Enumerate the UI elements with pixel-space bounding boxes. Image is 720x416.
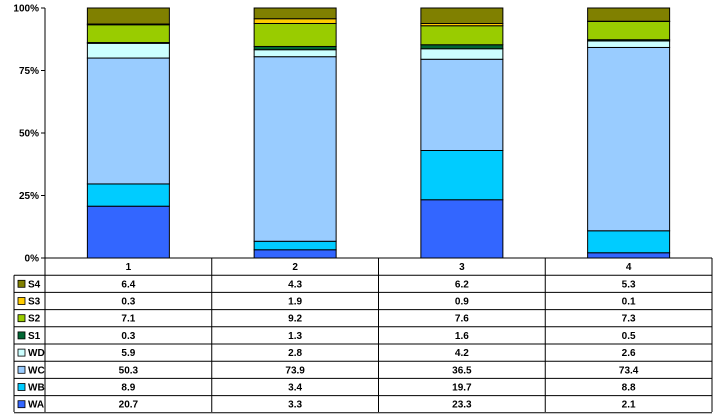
data-table-value: 0.3 <box>121 331 135 342</box>
data-table-value: 2.8 <box>288 348 302 359</box>
bar-segment-wc-4 <box>587 46 671 232</box>
bar-segment-s4-3 <box>420 7 504 24</box>
bar-segment-wa-3 <box>420 199 504 259</box>
bar-segment-s4-2 <box>253 7 337 20</box>
bar-segment-wa-2 <box>253 249 337 259</box>
data-table-value: 0.5 <box>622 331 636 342</box>
bar-segment-wb-3 <box>420 150 504 201</box>
data-table-value: 3.4 <box>288 383 302 394</box>
data-table-value: 0.3 <box>121 297 135 308</box>
x-category-label: 1 <box>126 262 132 273</box>
data-table-value: 3.3 <box>288 400 302 411</box>
bar-segment-s4-4 <box>587 7 671 22</box>
data-table-value: 0.9 <box>455 297 469 308</box>
data-table-value: 9.2 <box>288 314 302 325</box>
x-category-label: 4 <box>626 262 632 273</box>
bar-segment-wa-4 <box>587 252 671 259</box>
legend-key-wa <box>17 400 26 409</box>
legend-label-s3: S3 <box>28 297 41 308</box>
bar-segment-wb-1 <box>86 183 170 207</box>
legend-key-s3 <box>17 297 26 305</box>
data-table-value: 8.9 <box>121 383 135 394</box>
legend-label-s4: S4 <box>28 279 41 290</box>
data-table-value: 8.8 <box>622 383 636 394</box>
bar-segment-wd-3 <box>420 48 504 60</box>
y-tick-label: 25% <box>19 191 39 202</box>
data-table-value: 5.9 <box>121 348 135 359</box>
data-table-value: 1.3 <box>288 331 302 342</box>
bar-segment-wd-2 <box>253 49 337 58</box>
data-table-value: 6.2 <box>455 279 469 290</box>
data-table-value: 36.5 <box>452 365 472 376</box>
bar-segment-wc-1 <box>86 57 170 185</box>
data-table-value: 1.6 <box>455 331 469 342</box>
legend-key-wb <box>17 383 26 391</box>
legend-label-wc: WC <box>28 365 45 376</box>
bar-segment-s2-4 <box>587 20 671 41</box>
legend-key-s2 <box>17 314 26 323</box>
x-category-label: 2 <box>292 262 298 273</box>
legend-key-s4 <box>17 279 26 288</box>
bar-segment-wb-4 <box>587 230 671 254</box>
legend-label-wb: WB <box>28 383 45 394</box>
legend-key-wc <box>17 365 26 374</box>
legend-label-s1: S1 <box>28 331 41 342</box>
data-table-value: 0.1 <box>622 297 636 308</box>
bar-segment-wd-1 <box>86 42 170 59</box>
bar-segment-s4-1 <box>86 7 170 25</box>
legend-key-wd <box>17 348 26 357</box>
y-tick-label: 0% <box>25 254 40 265</box>
data-table-value: 4.3 <box>288 279 302 290</box>
y-tick-label: 75% <box>19 66 39 77</box>
bar-segment-wa-1 <box>86 205 170 259</box>
bar-segment-wc-2 <box>253 56 337 242</box>
bar-segment-wd-4 <box>587 40 671 48</box>
y-tick-label: 50% <box>19 129 39 140</box>
legend-label-s2: S2 <box>28 314 41 325</box>
data-table-value: 73.4 <box>619 365 639 376</box>
data-table-value: 2.1 <box>622 400 636 411</box>
data-table-value: 5.3 <box>622 279 636 290</box>
bar-segment-s3-2 <box>253 18 337 24</box>
data-table-value: 1.9 <box>288 297 302 308</box>
data-table-value: 7.3 <box>622 314 636 325</box>
bar-segment-s2-3 <box>420 25 504 46</box>
data-table-value: 4.2 <box>455 348 469 359</box>
bar-segment-s2-1 <box>86 24 170 44</box>
legend-key-s1 <box>17 331 26 340</box>
data-table-value: 19.7 <box>452 383 472 394</box>
x-category-label: 3 <box>459 262 465 273</box>
y-tick-label: 100% <box>13 4 39 15</box>
bar-segment-s1-3 <box>420 44 504 50</box>
data-table-value: 20.7 <box>119 400 139 411</box>
bar-segment-wc-3 <box>420 58 504 151</box>
bar-segment-s2-2 <box>253 22 337 47</box>
legend-label-wa: WA <box>28 400 44 411</box>
data-table-value: 50.3 <box>119 365 139 376</box>
legend-label-wd: WD <box>28 348 45 359</box>
data-table-value: 73.9 <box>285 365 305 376</box>
data-table-value: 2.6 <box>622 348 636 359</box>
bar-segment-wb-2 <box>253 240 337 251</box>
data-table-value: 7.6 <box>455 314 469 325</box>
data-table-value: 7.1 <box>121 314 135 325</box>
data-table-value: 6.4 <box>121 279 135 290</box>
data-table-value: 23.3 <box>452 400 472 411</box>
